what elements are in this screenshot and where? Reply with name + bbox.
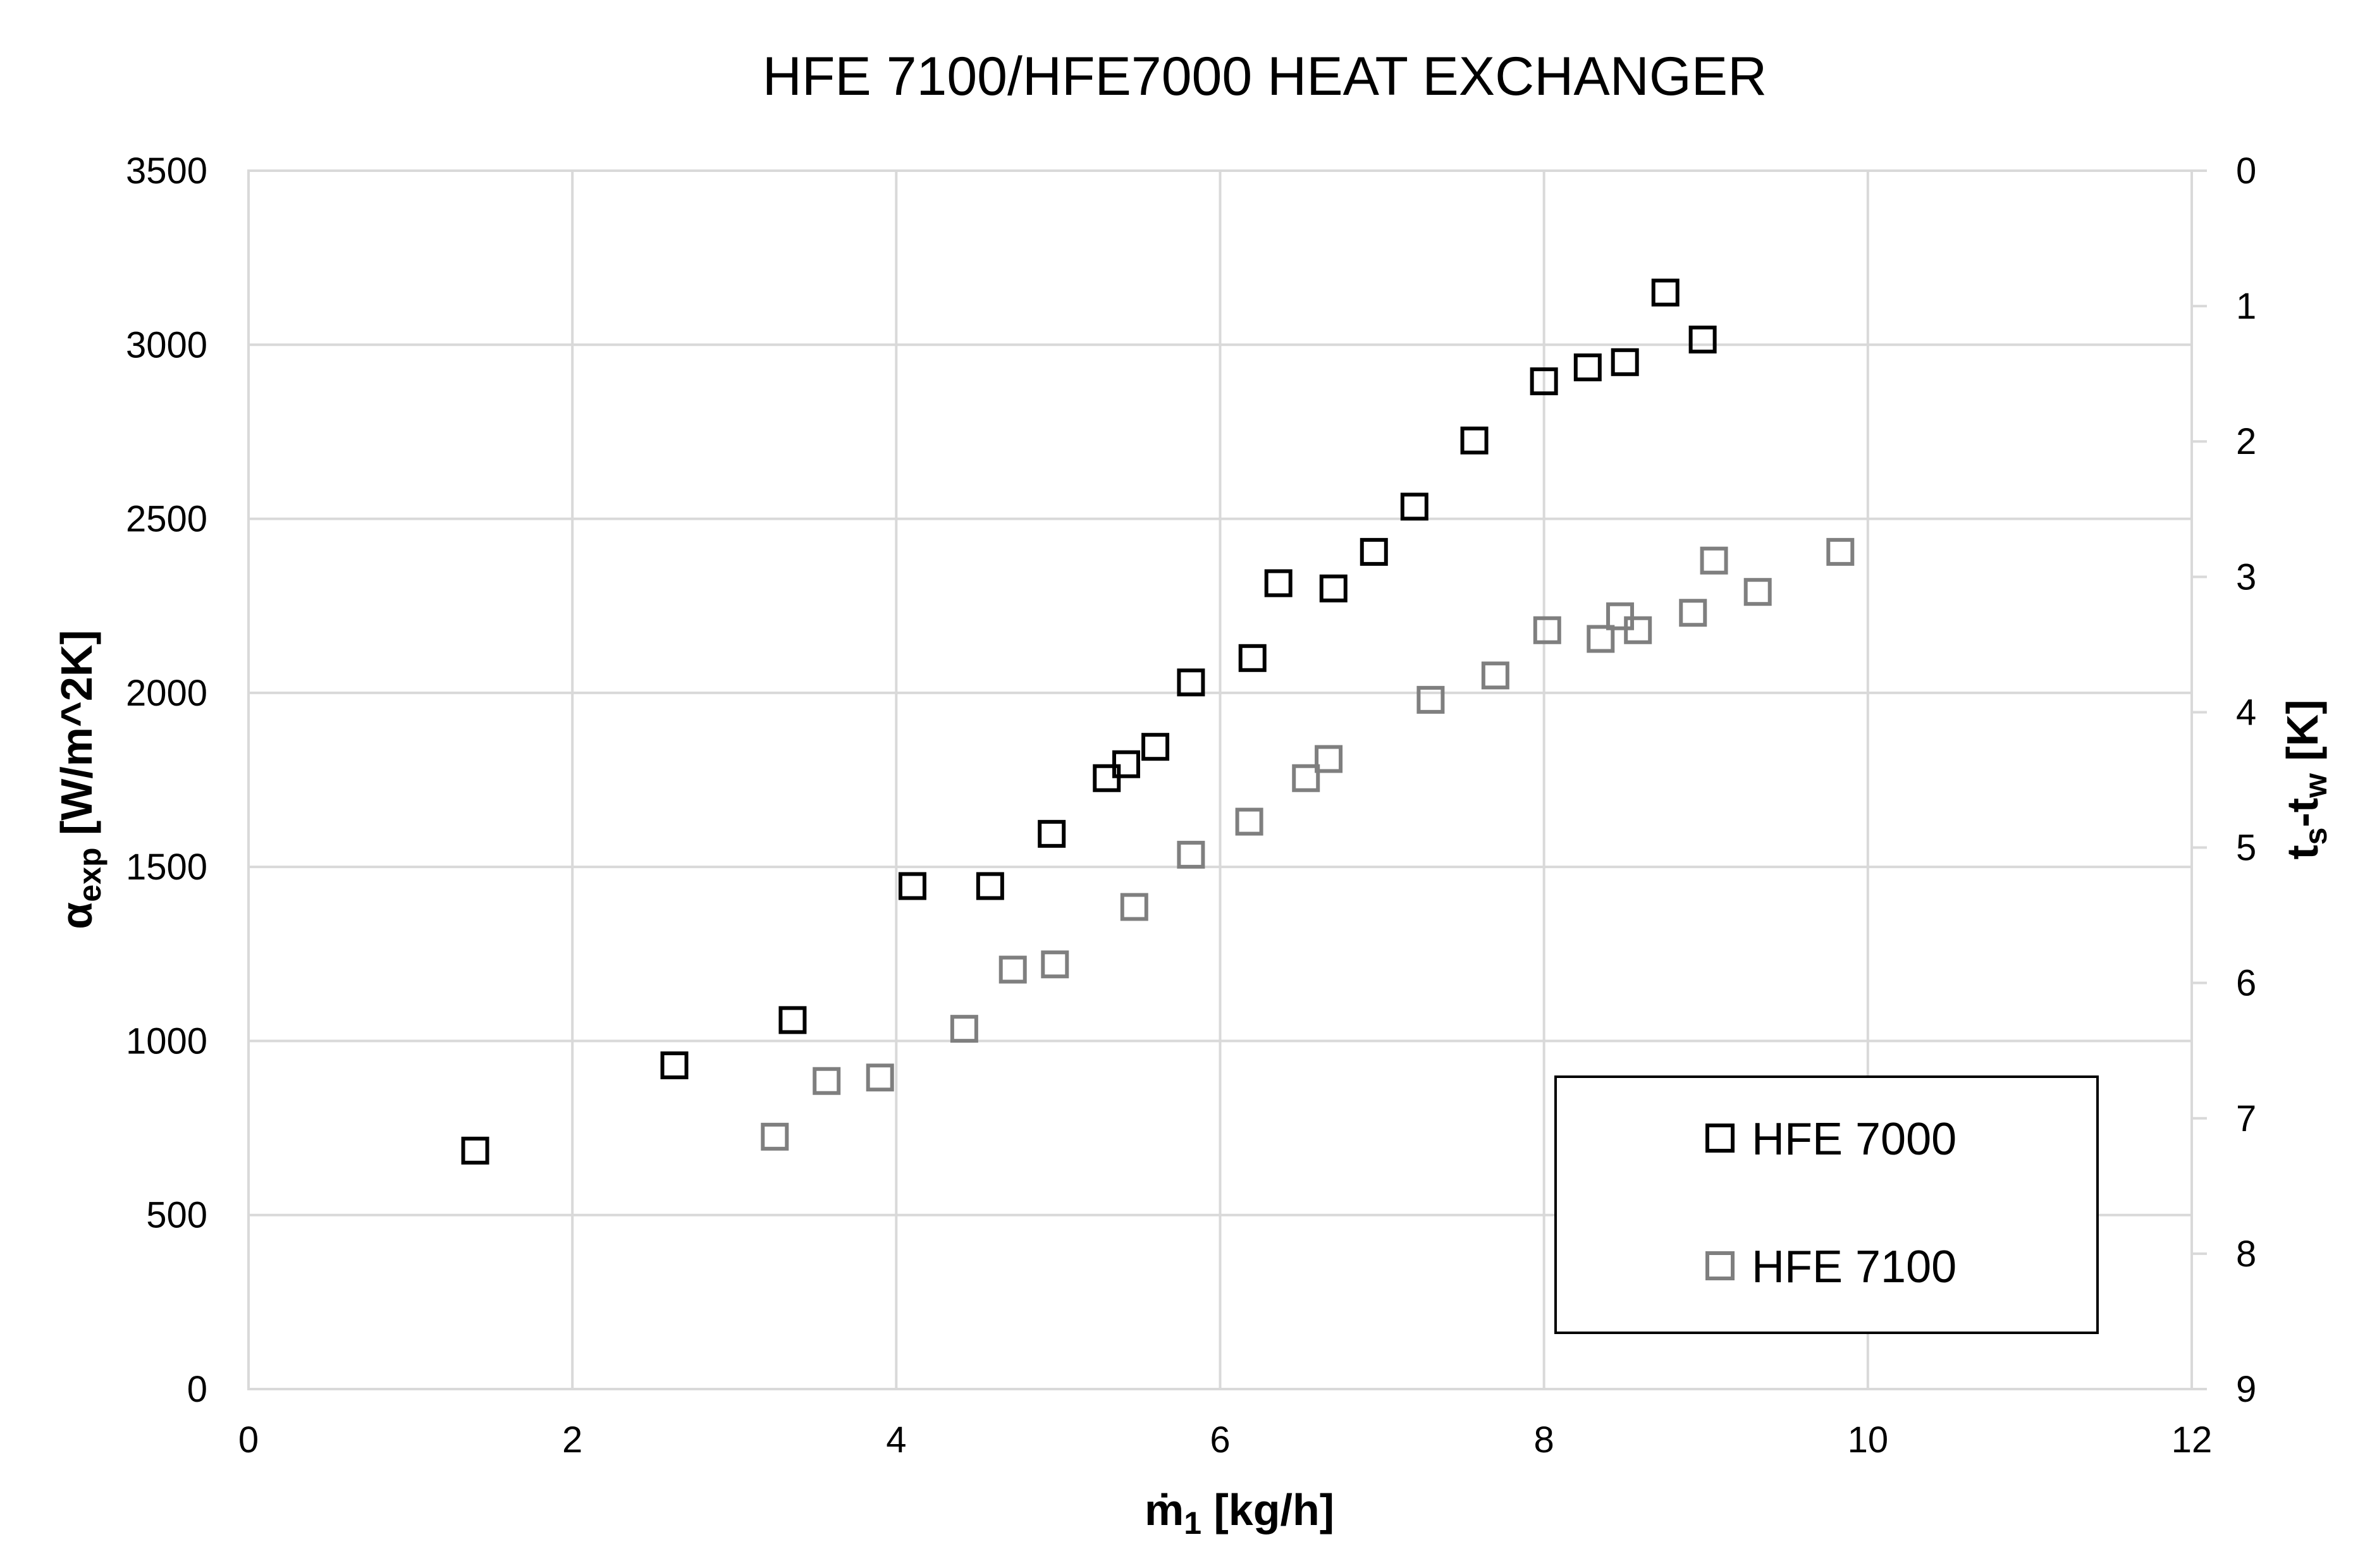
data-point — [1315, 745, 1343, 773]
y-tick-label: 2000 — [126, 673, 207, 714]
y2-tick-label: 2 — [2236, 421, 2256, 462]
data-point — [1481, 661, 1509, 690]
data-point — [1679, 599, 1707, 627]
y-axis-label-sub: exp — [72, 847, 108, 902]
y2-tick-label: 7 — [2236, 1098, 2256, 1139]
data-point — [461, 1136, 489, 1165]
data-point — [1688, 326, 1717, 354]
data-point — [1360, 537, 1388, 566]
x-axis-label: ṁ1 [kg/h] — [1145, 1485, 1334, 1541]
x-tick-label: 4 — [886, 1419, 906, 1461]
y2-axis-label-main: t — [2278, 845, 2327, 859]
data-point — [1400, 493, 1428, 521]
y2-tick-label: 8 — [2236, 1234, 2256, 1275]
data-point — [1238, 644, 1267, 672]
data-point — [950, 1015, 978, 1043]
y-tick-label: 1000 — [126, 1020, 207, 1062]
data-point — [1743, 578, 1772, 606]
data-point — [998, 955, 1027, 984]
data-point — [1319, 574, 1348, 603]
x-tick-label: 6 — [1210, 1419, 1230, 1461]
data-point — [1264, 569, 1293, 597]
y-tick-label: 2500 — [126, 499, 207, 540]
data-point — [660, 1051, 689, 1079]
data-point — [1624, 616, 1652, 644]
y2-axis-label-sub-s: s — [2298, 828, 2333, 845]
legend-marker-hfe-7100 — [1705, 1251, 1735, 1280]
y2-axis-label: ts-tw [K] — [2278, 699, 2333, 859]
data-point — [1112, 750, 1140, 778]
y-tick-label: 3500 — [126, 150, 207, 192]
y2-axis-label-rest: [K] — [2278, 699, 2327, 773]
y2-tick-label: 4 — [2236, 692, 2256, 733]
legend-label-hfe-7100: HFE 7100 — [1752, 1242, 1956, 1292]
y-tick-label: 500 — [146, 1195, 207, 1236]
y2-axis-label-mid: -t — [2278, 798, 2327, 828]
data-point — [1651, 278, 1680, 307]
data-series — [461, 278, 1855, 1165]
plot-area — [247, 169, 2193, 1390]
x-axis-ticks: 0 2 4 6 8 10 12 — [238, 1419, 2212, 1461]
data-point — [1141, 733, 1170, 761]
data-point — [1606, 602, 1635, 630]
data-point — [1530, 367, 1558, 396]
y2-tick-label: 5 — [2236, 828, 2256, 869]
data-point — [1416, 685, 1445, 714]
data-point — [1177, 840, 1205, 869]
y-axis-ticks: 0 500 1000 1500 2000 2500 3000 3500 — [126, 150, 207, 1410]
y2-tick-label: 0 — [2236, 150, 2256, 192]
x-tick-label: 2 — [562, 1419, 582, 1461]
data-point — [1041, 950, 1069, 979]
data-point — [866, 1063, 894, 1092]
legend-label-hfe-7000: HFE 7000 — [1752, 1114, 1956, 1165]
y-tick-label: 0 — [187, 1369, 207, 1410]
data-point — [778, 1006, 807, 1034]
y2-tick-label: 9 — [2236, 1369, 2256, 1410]
data-point — [1235, 807, 1263, 836]
legend-box — [1554, 1075, 2099, 1334]
data-point — [1120, 893, 1148, 921]
y2-axis-ticks: 0 1 2 3 4 5 6 7 8 9 — [2192, 150, 2256, 1410]
data-point — [1038, 819, 1066, 848]
data-point — [1826, 537, 1855, 566]
data-point — [976, 872, 1004, 900]
x-tick-label: 10 — [1848, 1419, 1889, 1461]
y2-tick-label: 1 — [2236, 286, 2256, 327]
x-tick-label: 0 — [238, 1419, 259, 1461]
data-point — [1587, 625, 1615, 653]
y-axis-label-rest: [W/m^2K] — [52, 630, 101, 847]
data-point — [1460, 426, 1489, 455]
series-hfe-7100 — [761, 537, 1855, 1151]
y2-tick-label: 6 — [2236, 963, 2256, 1004]
x-axis-label-sub: 1 — [1184, 1505, 1201, 1541]
x-tick-label: 8 — [1534, 1419, 1554, 1461]
legend-marker-hfe-7000 — [1705, 1124, 1735, 1153]
x-tick-label: 12 — [2172, 1419, 2213, 1461]
data-point — [1177, 668, 1205, 697]
y-tick-label: 1500 — [126, 847, 207, 888]
legend: HFE 7000 HFE 7100 — [1554, 1075, 2099, 1334]
data-point — [1093, 764, 1121, 792]
data-point — [1533, 616, 1561, 644]
data-point — [813, 1067, 841, 1095]
y-axis-label: αexp [W/m^2K] — [52, 630, 108, 929]
x-axis-label-main: ṁ — [1145, 1485, 1184, 1534]
y-tick-label: 3000 — [126, 324, 207, 365]
data-point — [761, 1122, 789, 1151]
y-axis-label-main: α — [52, 902, 101, 929]
data-point — [1573, 353, 1602, 382]
data-point — [1611, 348, 1639, 376]
data-point — [898, 872, 926, 900]
y2-axis-label-sub-w: w — [2298, 773, 2333, 799]
data-point — [1292, 764, 1320, 792]
series-hfe-7000 — [461, 278, 1717, 1165]
x-axis-label-rest: [kg/h] — [1201, 1485, 1334, 1534]
y2-tick-label: 3 — [2236, 556, 2256, 597]
data-point — [1700, 546, 1728, 575]
chart-title: HFE 7100/HFE7000 HEAT EXCHANGER — [763, 46, 1767, 107]
